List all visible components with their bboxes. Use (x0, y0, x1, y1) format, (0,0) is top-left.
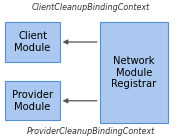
Text: Provider
Module: Provider Module (12, 90, 53, 112)
Text: ClientCleanupBindingContext: ClientCleanupBindingContext (31, 4, 150, 12)
FancyBboxPatch shape (100, 22, 168, 123)
Text: ProviderCleanupBindingContext: ProviderCleanupBindingContext (26, 128, 155, 136)
FancyBboxPatch shape (5, 22, 60, 62)
Text: Network
Module
Registrar: Network Module Registrar (111, 56, 157, 89)
FancyBboxPatch shape (5, 81, 60, 120)
Text: Client
Module: Client Module (14, 31, 51, 53)
